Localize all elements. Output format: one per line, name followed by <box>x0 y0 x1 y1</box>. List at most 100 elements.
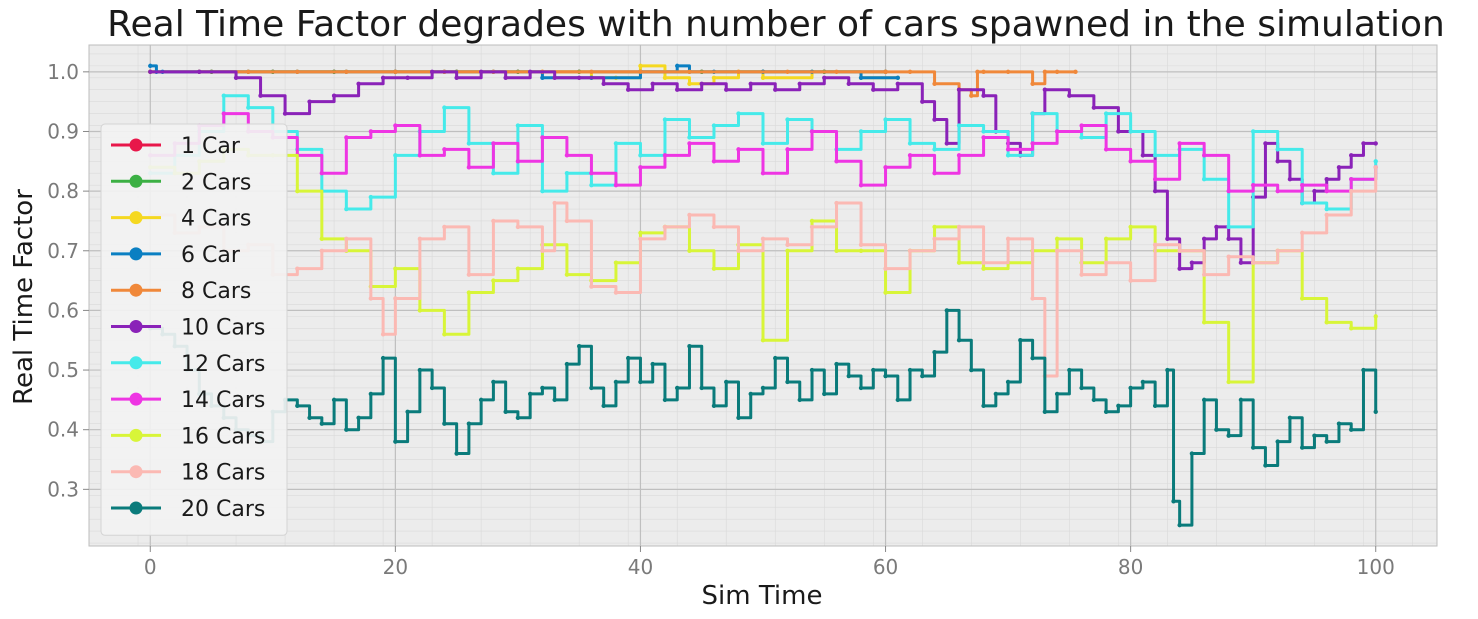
legend-marker <box>129 138 143 152</box>
legend-marker <box>129 211 143 225</box>
data-point <box>613 379 619 385</box>
data-point <box>393 296 398 301</box>
legend-marker <box>129 356 143 370</box>
legend-label: 20 Cars <box>181 497 265 522</box>
data-point <box>307 415 312 420</box>
data-point <box>613 141 619 146</box>
data-point <box>883 266 888 271</box>
data-point <box>589 69 594 75</box>
data-point <box>638 230 643 236</box>
data-point <box>1275 147 1280 152</box>
chart-title: Real Time Factor degrades with number of… <box>107 4 1445 45</box>
data-point <box>1042 87 1048 92</box>
data-point <box>331 93 337 98</box>
data-point <box>197 69 202 75</box>
data-point <box>527 391 533 397</box>
data-point <box>675 87 680 92</box>
data-point <box>981 69 986 75</box>
data-point <box>1177 141 1182 146</box>
data-point <box>1189 260 1195 265</box>
data-point <box>613 290 619 295</box>
data-point <box>907 248 913 253</box>
data-point <box>540 385 545 391</box>
data-point <box>319 171 325 176</box>
data-point <box>858 242 864 248</box>
data-point <box>687 141 692 146</box>
data-point <box>540 75 545 81</box>
data-point <box>1201 153 1207 158</box>
data-point <box>760 75 766 81</box>
data-point <box>1128 159 1133 164</box>
data-point <box>393 69 398 75</box>
data-point <box>846 81 851 86</box>
data-point <box>344 427 349 432</box>
data-point <box>1116 403 1121 409</box>
legend-marker <box>129 174 143 188</box>
data-point <box>981 93 986 98</box>
data-point <box>1177 266 1182 271</box>
data-point <box>687 343 692 349</box>
data-point <box>368 129 374 134</box>
data-point <box>920 373 925 379</box>
data-point <box>295 266 300 271</box>
data-point <box>736 147 741 152</box>
y-tick-label: 0.8 <box>47 179 79 203</box>
y-tick-label: 0.9 <box>47 119 79 143</box>
data-point <box>1030 296 1035 301</box>
data-point <box>295 188 300 194</box>
data-point <box>1373 141 1378 146</box>
y-tick-label: 0.6 <box>47 298 79 322</box>
data-point <box>932 147 937 152</box>
data-point <box>895 81 900 86</box>
data-point <box>785 242 790 248</box>
legend-item: 10 Cars <box>111 316 265 341</box>
data-point <box>1005 153 1011 158</box>
data-point <box>417 367 423 373</box>
data-point <box>785 248 790 253</box>
data-point <box>515 224 521 230</box>
data-point <box>1250 182 1256 188</box>
data-point <box>834 159 839 164</box>
data-point <box>564 153 570 158</box>
data-point <box>956 153 962 158</box>
data-point <box>491 379 496 385</box>
data-point <box>429 69 435 75</box>
series-layer <box>148 63 1378 528</box>
legend-label: 8 Cars <box>181 279 251 304</box>
data-point <box>221 93 226 98</box>
data-point <box>589 171 594 176</box>
data-point <box>736 111 741 116</box>
legend-item: 14 Cars <box>111 388 265 413</box>
data-point <box>809 129 815 134</box>
data-point <box>846 373 851 379</box>
data-point <box>454 451 459 456</box>
data-point <box>1128 129 1133 134</box>
y-tick-label: 0.4 <box>47 418 79 442</box>
data-point <box>1042 409 1048 415</box>
x-axis-label: Sim Time <box>702 581 823 611</box>
data-point <box>956 224 962 230</box>
legend-box <box>100 123 288 536</box>
data-point <box>1336 421 1342 426</box>
legend-item: 2 Cars <box>111 170 251 195</box>
x-tick-label: 40 <box>628 555 653 579</box>
data-point <box>515 266 521 271</box>
data-point <box>1312 188 1317 194</box>
data-point <box>1103 260 1109 265</box>
legend-item: 16 Cars <box>111 424 265 449</box>
data-point <box>466 272 472 277</box>
data-point <box>246 69 251 75</box>
data-point <box>1079 135 1084 140</box>
data-point <box>871 367 876 373</box>
data-point <box>1238 397 1244 403</box>
data-point <box>797 397 802 403</box>
data-point <box>1128 385 1133 391</box>
legend-item: 6 Car <box>111 243 241 268</box>
legend-item: 12 Cars <box>111 352 265 377</box>
data-point <box>1165 236 1170 242</box>
legend-label: 4 Cars <box>181 207 251 232</box>
data-point <box>1140 379 1146 385</box>
data-point <box>442 147 447 152</box>
legend-item: 1 Car <box>111 134 241 159</box>
